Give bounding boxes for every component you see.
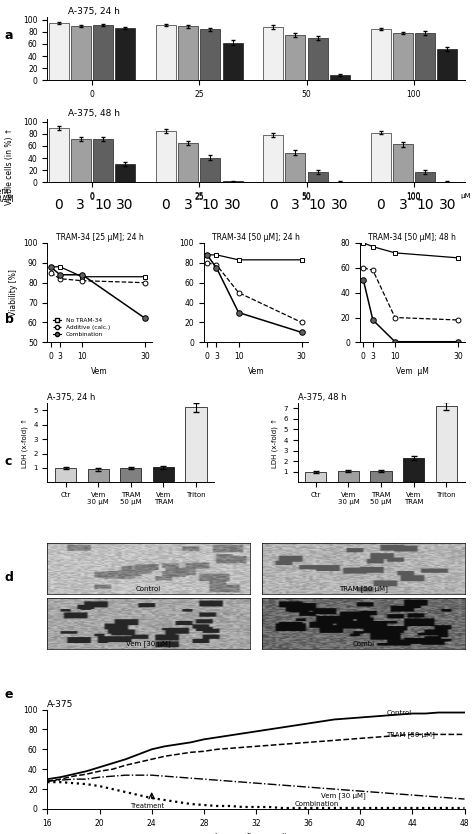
- X-axis label: Vem: Vem: [247, 367, 264, 375]
- Bar: [115, 28, 135, 80]
- Text: Vem [30 μM]: Vem [30 μM]: [126, 641, 171, 647]
- Bar: [305, 472, 327, 482]
- Text: 0: 0: [90, 193, 94, 203]
- Text: TRAM [50 μM]: TRAM [50 μM]: [386, 731, 435, 738]
- Text: Combination: Combination: [295, 801, 339, 807]
- Bar: [338, 470, 359, 482]
- Bar: [156, 25, 176, 80]
- Bar: [222, 181, 243, 183]
- Bar: [415, 33, 435, 80]
- Y-axis label: LDH (x-fold) ↑: LDH (x-fold) ↑: [21, 418, 27, 468]
- Text: TRAM [50 μM]: TRAM [50 μM]: [339, 585, 388, 592]
- Text: Control: Control: [386, 710, 411, 716]
- Bar: [71, 26, 91, 80]
- Text: A-375, 48 h: A-375, 48 h: [298, 393, 346, 402]
- Bar: [93, 138, 113, 183]
- Bar: [156, 131, 176, 183]
- Bar: [308, 172, 328, 183]
- Text: e: e: [5, 688, 13, 701]
- Bar: [285, 35, 305, 80]
- Text: Control: Control: [136, 586, 161, 592]
- Bar: [393, 33, 413, 80]
- Bar: [437, 49, 457, 80]
- Bar: [371, 29, 391, 80]
- X-axis label: Vem: Vem: [91, 367, 108, 375]
- Bar: [48, 128, 69, 183]
- Text: b: b: [5, 313, 14, 326]
- Bar: [153, 467, 174, 482]
- Bar: [178, 27, 198, 80]
- Bar: [436, 406, 457, 482]
- Text: Combi: Combi: [352, 641, 374, 647]
- Text: μM: μM: [461, 193, 471, 199]
- Text: TRAM: TRAM: [0, 194, 15, 203]
- Bar: [403, 458, 424, 482]
- Bar: [71, 138, 91, 183]
- Legend: No TRAM-34, Additive (calc.), Combination: No TRAM-34, Additive (calc.), Combinatio…: [50, 316, 113, 339]
- Bar: [393, 144, 413, 183]
- Text: 100: 100: [407, 193, 421, 203]
- Text: A-375, 24 h: A-375, 24 h: [47, 393, 96, 402]
- Text: A-375, 24 h: A-375, 24 h: [68, 7, 120, 16]
- Title: TRAM-34 [50 μM]; 24 h: TRAM-34 [50 μM]; 24 h: [212, 234, 300, 242]
- Text: A-375, 48 h: A-375, 48 h: [68, 109, 120, 118]
- Bar: [371, 470, 392, 482]
- Bar: [263, 135, 283, 183]
- Bar: [115, 164, 135, 183]
- X-axis label: Vem  μM: Vem μM: [396, 367, 429, 375]
- Title: TRAM-34 [50 μM]; 48 h: TRAM-34 [50 μM]; 48 h: [368, 234, 456, 242]
- Bar: [201, 29, 220, 80]
- Bar: [371, 133, 391, 183]
- Bar: [415, 172, 435, 183]
- Text: Vem: Vem: [0, 187, 10, 196]
- Text: A-375: A-375: [47, 700, 74, 709]
- Text: a: a: [5, 29, 13, 43]
- Text: 50: 50: [301, 193, 311, 203]
- Text: Viable cells (in %) ↑: Viable cells (in %) ↑: [5, 128, 14, 205]
- Text: c: c: [5, 455, 12, 468]
- Bar: [120, 468, 141, 482]
- Bar: [285, 153, 305, 183]
- Bar: [308, 38, 328, 80]
- Bar: [55, 468, 76, 482]
- Y-axis label: LDH (x-fold) ↑: LDH (x-fold) ↑: [271, 418, 278, 468]
- Bar: [185, 407, 207, 482]
- Bar: [48, 23, 69, 80]
- Bar: [88, 470, 109, 482]
- Bar: [222, 43, 243, 80]
- Bar: [201, 158, 220, 183]
- Bar: [263, 27, 283, 80]
- Y-axis label: Viability [%]: Viability [%]: [9, 269, 18, 316]
- Bar: [178, 143, 198, 183]
- Text: 25: 25: [194, 193, 204, 203]
- Bar: [93, 25, 113, 80]
- Text: d: d: [5, 571, 14, 585]
- Text: Vem [30 μM]: Vem [30 μM]: [321, 792, 366, 799]
- Text: Treatment: Treatment: [131, 803, 165, 809]
- Bar: [330, 75, 350, 80]
- Title: TRAM-34 [25 μM]; 24 h: TRAM-34 [25 μM]; 24 h: [55, 234, 144, 242]
